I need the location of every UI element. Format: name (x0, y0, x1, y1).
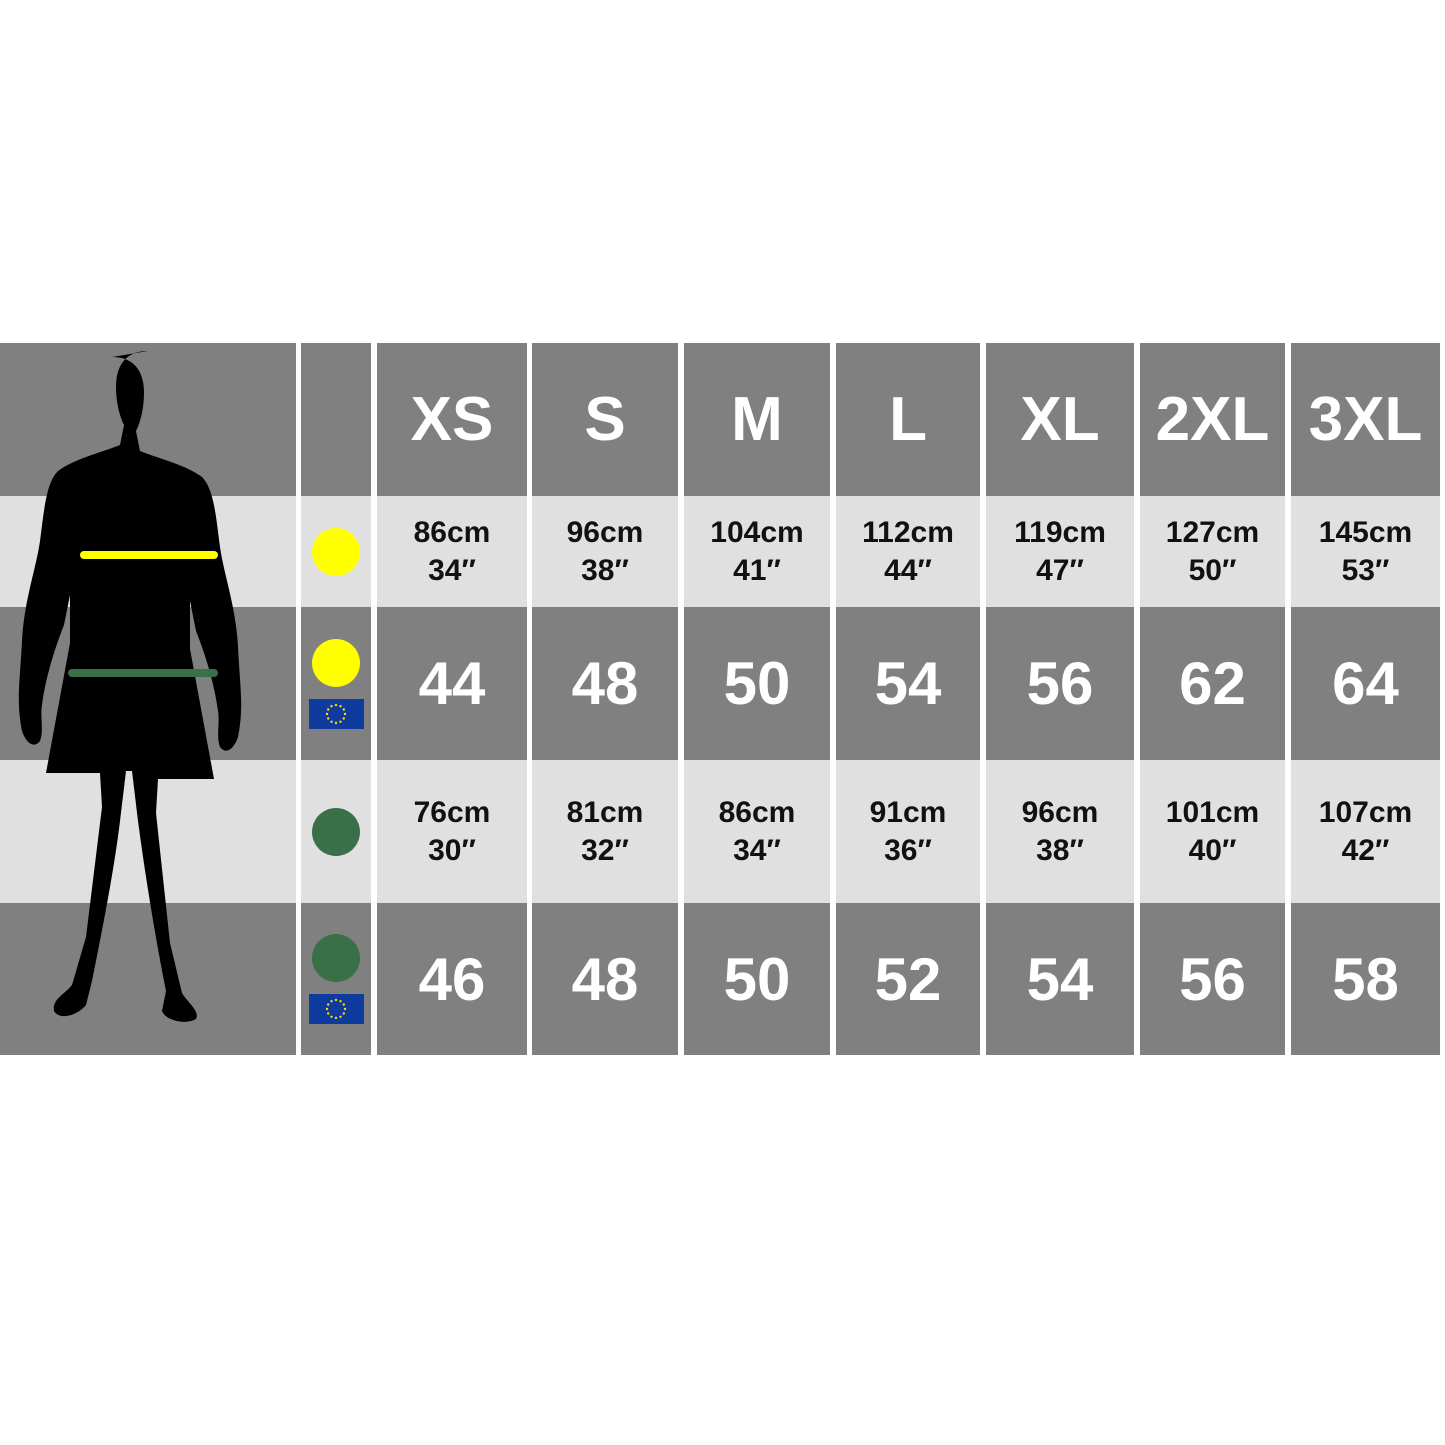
size-cell: 91cm 36″ (836, 760, 980, 903)
chest-eu-size: 50 (723, 650, 791, 717)
size-cell: L (836, 343, 980, 496)
chest-measurement: 50″ (1188, 553, 1237, 587)
size-label: XS (410, 385, 494, 454)
size-label: XL (1020, 385, 1100, 454)
eu-flag-icon (308, 698, 364, 729)
waist-measurement: 32″ (581, 833, 629, 867)
size-label: 3XL (1308, 385, 1423, 454)
chest-eu-size: 64 (1332, 650, 1399, 717)
size-cell: 52 (836, 903, 980, 1055)
waist-measurement: 86cm (718, 795, 796, 829)
waist-eu-size: 56 (1179, 945, 1246, 1013)
size-cell: XS (377, 343, 527, 496)
green-circle-icon (312, 934, 360, 982)
size-cell: 107cm 42″ (1291, 760, 1440, 903)
size-cell: 54 (986, 903, 1134, 1055)
size-cell: 145cm 53″ (1291, 496, 1440, 607)
size-cell: 3XL (1291, 343, 1440, 496)
size-label: L (889, 385, 927, 454)
chest-measurement: 145cm (1318, 515, 1413, 549)
chest-measurement: 53″ (1341, 553, 1390, 587)
size-cell: 54 (836, 607, 980, 760)
chest-measurement: 86cm (413, 515, 491, 549)
size-cell: 86cm 34″ (684, 760, 830, 903)
size-cell: S (532, 343, 678, 496)
size-label: 2XL (1155, 385, 1270, 454)
waist-measurement: 96cm (1021, 795, 1099, 829)
waist-measurement: 81cm (566, 795, 644, 829)
waist-eu-size: 54 (1026, 945, 1094, 1013)
size-cell: 58 (1291, 903, 1440, 1055)
waist-measurement: 42″ (1341, 833, 1390, 867)
legend-cell (301, 607, 371, 760)
waist-measurement: 34″ (733, 833, 781, 867)
waist-measurement: 107cm (1318, 795, 1413, 829)
chest-measurement: 34″ (428, 553, 476, 587)
size-cell: 76cm 30″ (377, 760, 527, 903)
size-cell: 101cm 40″ (1140, 760, 1285, 903)
waist-eu-size: 48 (571, 945, 639, 1013)
chest-measurement: 47″ (1036, 553, 1084, 587)
waist-eu-size: 46 (418, 945, 486, 1013)
size-cell: 96cm 38″ (532, 496, 678, 607)
size-cell: 46 (377, 903, 527, 1055)
size-cell: 50 (684, 903, 830, 1055)
waist-eu-size: 58 (1332, 945, 1399, 1013)
chest-measurement: 127cm (1165, 515, 1260, 549)
chest-eu-size: 44 (418, 650, 486, 717)
chest-measurement: 104cm (710, 515, 804, 549)
size-cell: XL (986, 343, 1134, 496)
chest-measurement: 44″ (884, 553, 932, 587)
chest-measurement: 41″ (733, 553, 781, 587)
legend-cell (301, 496, 371, 607)
waist-measurement: 38″ (1036, 833, 1084, 867)
size-cell: 112cm 44″ (836, 496, 980, 607)
size-cell: 62 (1140, 607, 1285, 760)
green-circle-icon (312, 807, 360, 856)
waist-eu-size: 50 (723, 945, 791, 1013)
size-cell: 86cm 34″ (377, 496, 527, 607)
size-cell: 48 (532, 607, 678, 760)
size-label: M (731, 385, 783, 454)
yellow-circle-icon (312, 527, 360, 576)
chest-measurement: 119cm (1014, 515, 1106, 549)
waist-eu-size: 52 (874, 945, 942, 1013)
size-cell: 81cm 32″ (532, 760, 678, 903)
male-silhouette (18, 351, 242, 1022)
waist-measurement: 76cm (413, 795, 491, 829)
legend-cell (301, 343, 371, 496)
eu-flag-icon (308, 994, 364, 1024)
chest-eu-size: 54 (874, 650, 942, 717)
size-cell: 64 (1291, 607, 1440, 760)
size-cell: 48 (532, 903, 678, 1055)
figure-cell (0, 903, 296, 1055)
waist-measurement: 40″ (1188, 833, 1237, 867)
chest-eu-size: 56 (1026, 650, 1094, 717)
size-cell: 44 (377, 607, 527, 760)
size-cell: 96cm 38″ (986, 760, 1134, 903)
size-label: S (584, 385, 626, 454)
size-cell: M (684, 343, 830, 496)
size-cell: 2XL (1140, 343, 1285, 496)
chest-measurement: 96cm (566, 515, 644, 549)
waist-measurement: 30″ (428, 833, 476, 867)
legend-cell (301, 760, 371, 903)
waist-measurement: 101cm (1165, 795, 1260, 829)
size-cell: 104cm 41″ (684, 496, 830, 607)
size-cell: 50 (684, 607, 830, 760)
waist-measurement: 36″ (884, 833, 932, 867)
size-cell: 127cm 50″ (1140, 496, 1285, 607)
size-cell: 56 (1140, 903, 1285, 1055)
chest-eu-size: 62 (1179, 650, 1246, 717)
size-cell: 119cm 47″ (986, 496, 1134, 607)
chest-measurement: 38″ (581, 553, 629, 587)
size-cell: 56 (986, 607, 1134, 760)
chest-eu-size: 48 (571, 650, 639, 717)
legend-cell (301, 903, 371, 1055)
waist-measurement: 91cm (869, 795, 947, 829)
chest-measurement: 112cm (862, 515, 954, 549)
yellow-circle-icon (312, 638, 360, 687)
